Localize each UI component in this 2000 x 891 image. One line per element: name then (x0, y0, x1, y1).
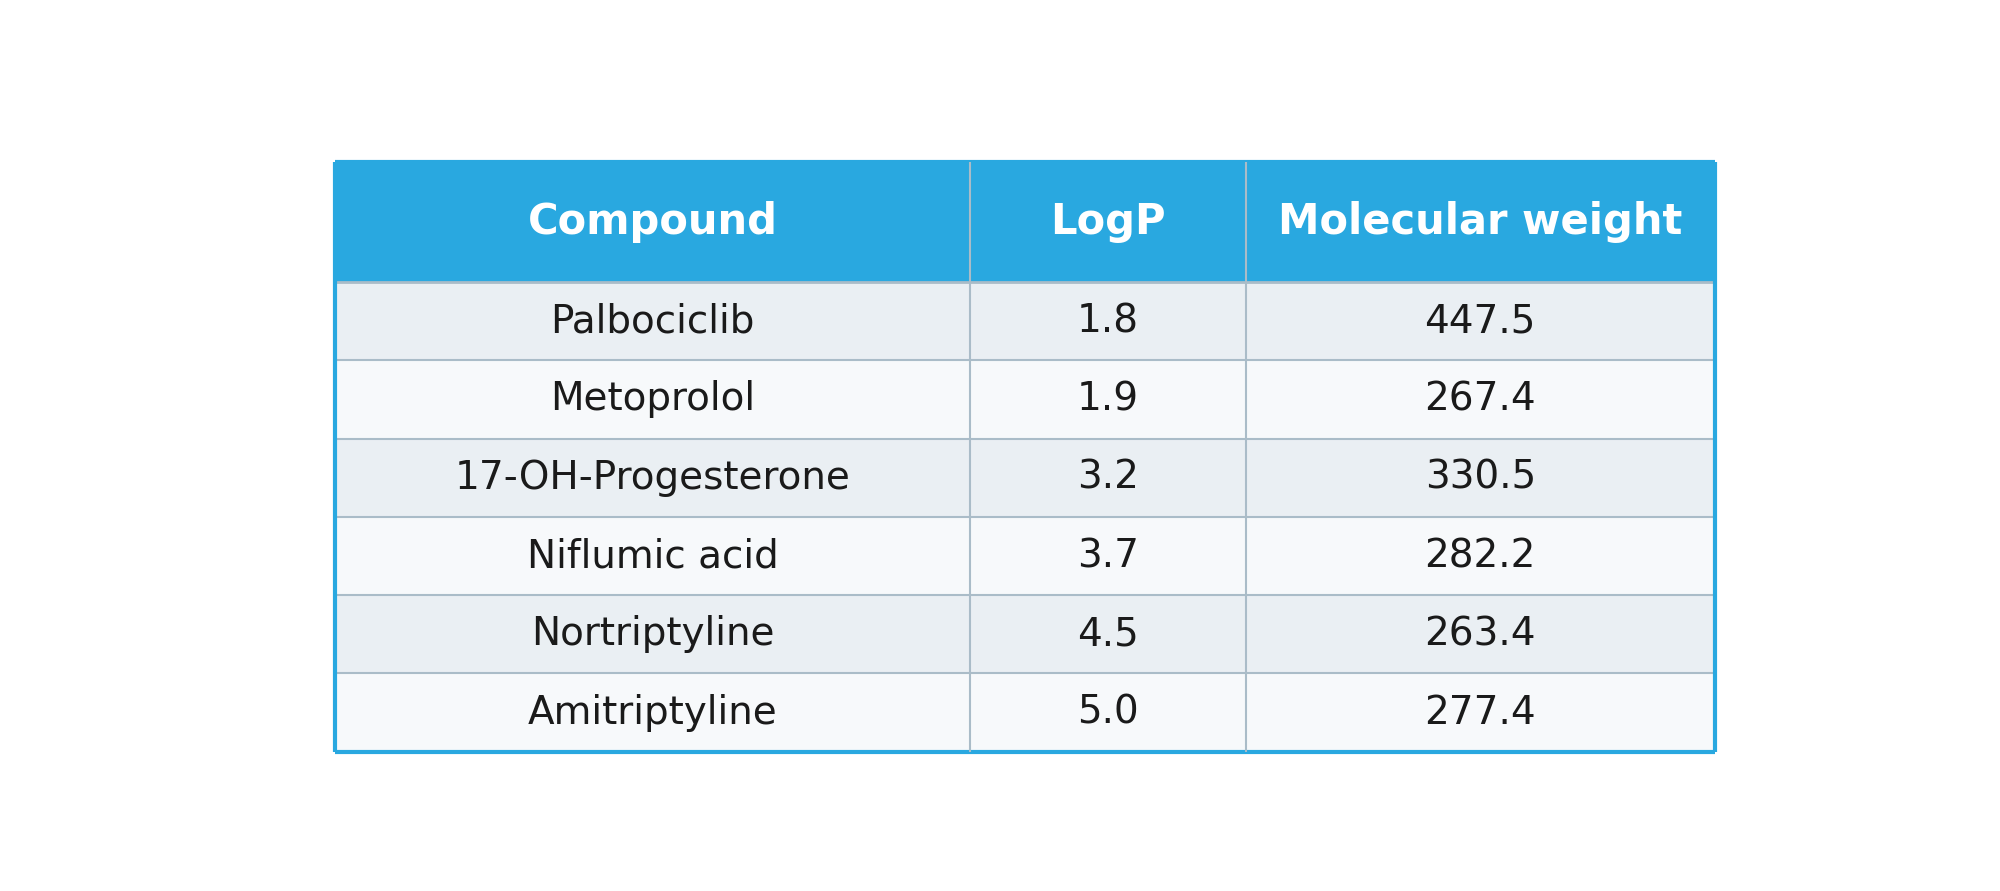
Text: Compound: Compound (528, 200, 778, 243)
Text: Nortriptyline: Nortriptyline (530, 616, 774, 653)
Text: 5.0: 5.0 (1076, 694, 1138, 732)
Text: LogP: LogP (1050, 200, 1166, 243)
Text: 3.2: 3.2 (1076, 459, 1138, 496)
Bar (1246, 517, 1714, 595)
Text: Molecular weight: Molecular weight (1278, 200, 1682, 243)
Text: 1.9: 1.9 (1076, 380, 1138, 419)
Bar (970, 438, 1246, 517)
Text: 267.4: 267.4 (1424, 380, 1536, 419)
Text: 282.2: 282.2 (1424, 537, 1536, 575)
Bar (970, 360, 1246, 438)
Bar (970, 595, 1246, 674)
Text: Metoprolol: Metoprolol (550, 380, 756, 419)
Text: 447.5: 447.5 (1424, 302, 1536, 340)
Bar (1246, 162, 1714, 282)
Text: 4.5: 4.5 (1076, 616, 1138, 653)
Bar (1246, 360, 1714, 438)
Text: Amitriptyline: Amitriptyline (528, 694, 778, 732)
Bar (1246, 282, 1714, 360)
Text: Niflumic acid: Niflumic acid (526, 537, 778, 575)
Bar (970, 674, 1246, 752)
Text: 1.8: 1.8 (1076, 302, 1138, 340)
Bar (336, 674, 970, 752)
Text: 17-OH-Progesterone: 17-OH-Progesterone (454, 459, 850, 496)
Bar (1246, 595, 1714, 674)
Text: 3.7: 3.7 (1076, 537, 1138, 575)
Text: 263.4: 263.4 (1424, 616, 1536, 653)
Bar (336, 595, 970, 674)
Bar (1246, 438, 1714, 517)
Bar (970, 282, 1246, 360)
Bar (970, 517, 1246, 595)
Bar (336, 517, 970, 595)
Text: Palbociclib: Palbociclib (550, 302, 754, 340)
Bar (336, 360, 970, 438)
Bar (336, 438, 970, 517)
Text: 277.4: 277.4 (1424, 694, 1536, 732)
Bar (336, 162, 970, 282)
Text: 330.5: 330.5 (1424, 459, 1536, 496)
Bar (1246, 674, 1714, 752)
Bar (336, 282, 970, 360)
Bar (970, 162, 1246, 282)
